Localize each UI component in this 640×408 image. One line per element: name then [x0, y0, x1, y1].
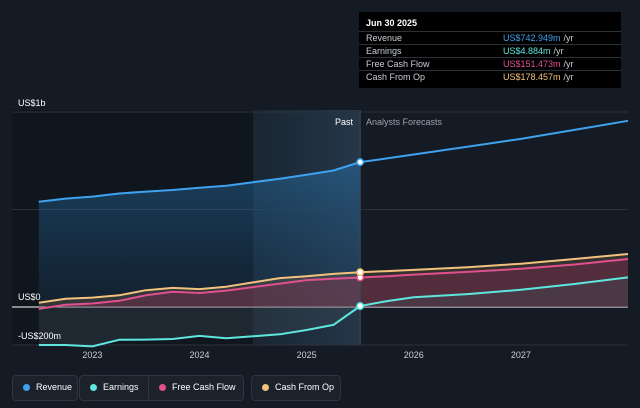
- data-point-cash-from-op: [356, 268, 365, 277]
- y-label-zero: US$0: [18, 292, 41, 302]
- legend-dot-icon: [23, 384, 30, 391]
- tooltip-value-fcf: US$151.473m/yr: [503, 59, 574, 69]
- x-tick-label: 2024: [189, 350, 210, 360]
- x-tick-label: 2027: [510, 350, 531, 360]
- tooltip-label: Earnings: [366, 46, 402, 56]
- tooltip-date: Jun 30 2025: [366, 18, 418, 28]
- tooltip: Jun 30 2025 Revenue US$742.949m/yr Earni…: [359, 12, 621, 88]
- legend-item-earnings[interactable]: Earnings: [79, 375, 157, 401]
- tooltip-row-fcf: Free Cash Flow US$151.473m/yr: [359, 57, 621, 70]
- legend-dot-icon: [159, 384, 166, 391]
- revenue-area: [38, 162, 361, 307]
- earnings-area: [38, 277, 629, 347]
- series-line-revenue: [38, 119, 629, 203]
- tooltip-label: Cash From Op: [366, 72, 426, 82]
- x-tick-label: 2026: [403, 350, 424, 360]
- forecast-label: Analysts Forecasts: [366, 117, 443, 127]
- tooltip-row-earnings: Earnings US$4.884m/yr: [359, 44, 621, 57]
- legend-item-cash-from-op[interactable]: Cash From Op: [251, 375, 341, 401]
- past-label: Past: [335, 117, 354, 127]
- series-line-free-cash-flow: [38, 258, 629, 310]
- legend-dot-icon: [262, 384, 269, 391]
- tooltip-label: Free Cash Flow: [366, 59, 430, 69]
- legend-item-revenue[interactable]: Revenue: [12, 375, 78, 401]
- tooltip-label: Revenue: [366, 33, 403, 43]
- legend-label: Revenue: [36, 382, 73, 392]
- series-line-earnings: [38, 276, 629, 348]
- series-line-cash-from-op: [38, 253, 629, 304]
- data-point-earnings: [356, 302, 365, 310]
- y-label-bottom: -US$200m: [18, 331, 62, 341]
- tooltip-row-revenue: Revenue US$742.949m/yr: [359, 31, 621, 44]
- x-tick-label: 2025: [296, 350, 317, 360]
- tooltip-row-cfo: Cash From Op US$178.457m/yr: [359, 70, 621, 83]
- tooltip-value-earnings: US$4.884m/yr: [503, 46, 564, 56]
- data-point-revenue: [356, 158, 365, 167]
- x-tick-label: 2023: [82, 350, 103, 360]
- legend-label: Free Cash Flow: [172, 382, 236, 392]
- y-label-top: US$1b: [18, 98, 46, 108]
- tooltip-value-revenue: US$742.949m/yr: [503, 33, 574, 43]
- legend-label: Earnings: [103, 382, 139, 392]
- legend-label: Cash From Op: [275, 382, 335, 392]
- legend-dot-icon: [90, 384, 97, 391]
- tooltip-value-cfo: US$178.457m/yr: [503, 72, 574, 82]
- legend-item-free-cash-flow[interactable]: Free Cash Flow: [148, 375, 244, 401]
